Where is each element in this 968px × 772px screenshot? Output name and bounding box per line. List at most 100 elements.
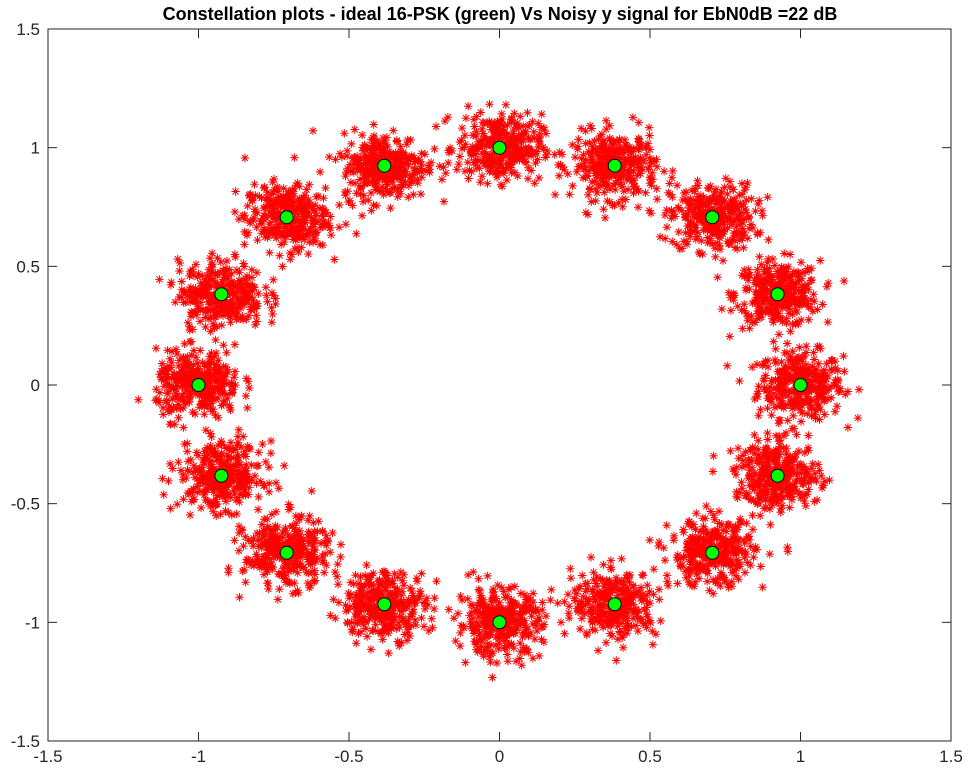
noisy-point [781, 361, 790, 371]
noisy-point [593, 646, 603, 655]
noisy-point [452, 165, 462, 174]
noisy-point [177, 393, 186, 402]
noisy-point [172, 381, 182, 390]
noisy-point [772, 401, 782, 411]
noisy-point [175, 258, 185, 268]
noisy-point [240, 286, 250, 295]
noisy-point [385, 147, 394, 156]
noisy-point [232, 441, 241, 450]
noisy-point [235, 460, 245, 469]
noisy-point [813, 305, 822, 314]
noisy-point [211, 375, 221, 384]
noisy-point [691, 211, 701, 221]
noisy-point [291, 205, 301, 215]
noisy-point [191, 284, 200, 293]
noisy-point [367, 135, 376, 145]
noisy-point [479, 648, 488, 658]
noisy-point [376, 139, 385, 148]
noisy-point [621, 586, 630, 595]
noisy-point [179, 287, 188, 296]
noisy-point [369, 131, 379, 141]
noisy-point [714, 531, 723, 540]
noisy-point [700, 536, 710, 545]
noisy-point [299, 212, 308, 221]
noisy-point [242, 460, 251, 470]
noisy-point [731, 203, 741, 212]
noisy-point [365, 614, 374, 624]
noisy-point [155, 388, 165, 397]
noisy-point [239, 300, 249, 310]
noisy-point [190, 295, 200, 304]
noisy-point [698, 543, 708, 552]
noisy-point [236, 276, 246, 286]
noisy-point [207, 260, 216, 269]
noisy-point [605, 576, 614, 585]
noisy-point [831, 375, 840, 385]
noisy-point [461, 113, 471, 123]
noisy-point [496, 126, 505, 136]
noisy-point [192, 448, 202, 457]
noisy-point [219, 341, 228, 350]
noisy-point [309, 229, 319, 238]
noisy-point [508, 606, 518, 615]
noisy-point [782, 374, 791, 384]
noisy-points-series [134, 99, 864, 682]
noisy-point [386, 608, 396, 617]
noisy-point [528, 619, 537, 629]
noisy-point [827, 356, 836, 365]
noisy-point [730, 196, 740, 205]
noisy-point [832, 381, 841, 390]
noisy-point [520, 590, 530, 599]
noisy-point [600, 188, 609, 197]
noisy-point [259, 226, 268, 236]
noisy-point [608, 149, 617, 158]
noisy-point [228, 381, 237, 391]
noisy-point [707, 559, 717, 568]
noisy-point [444, 146, 453, 155]
noisy-point [564, 609, 573, 618]
noisy-point [333, 559, 342, 569]
noisy-point [796, 258, 806, 267]
noisy-point [507, 115, 516, 124]
noisy-point [233, 438, 243, 447]
noisy-point [239, 262, 249, 271]
noisy-point [797, 315, 806, 325]
noisy-point [581, 139, 590, 148]
noisy-point [477, 124, 487, 134]
noisy-point [249, 534, 258, 543]
noisy-point [175, 266, 184, 276]
noisy-point [402, 636, 412, 645]
noisy-point [288, 566, 298, 575]
noisy-point [242, 286, 252, 296]
noisy-point [211, 348, 221, 358]
noisy-point [593, 606, 602, 615]
noisy-point [495, 610, 505, 619]
noisy-point [797, 300, 806, 309]
noisy-point [634, 134, 643, 143]
noisy-point [386, 605, 395, 614]
noisy-point [752, 287, 761, 297]
noisy-point [647, 158, 656, 168]
noisy-point [622, 140, 631, 150]
noisy-point [588, 142, 597, 152]
noisy-point [388, 594, 397, 603]
noisy-point [173, 400, 183, 409]
noisy-point [197, 271, 207, 281]
noisy-point [782, 267, 791, 277]
noisy-point [784, 309, 793, 318]
noisy-point [539, 144, 548, 154]
noisy-point [754, 411, 763, 420]
noisy-point [594, 618, 604, 627]
noisy-point [642, 623, 651, 632]
noisy-point [748, 363, 757, 372]
noisy-point [392, 624, 401, 633]
noisy-point [394, 618, 403, 628]
noisy-point [766, 286, 775, 295]
noisy-point [240, 227, 249, 237]
noisy-point [187, 351, 197, 360]
noisy-point [366, 154, 375, 164]
noisy-point [273, 522, 282, 532]
noisy-point [311, 557, 321, 566]
noisy-point [686, 216, 695, 226]
noisy-point [208, 407, 217, 416]
